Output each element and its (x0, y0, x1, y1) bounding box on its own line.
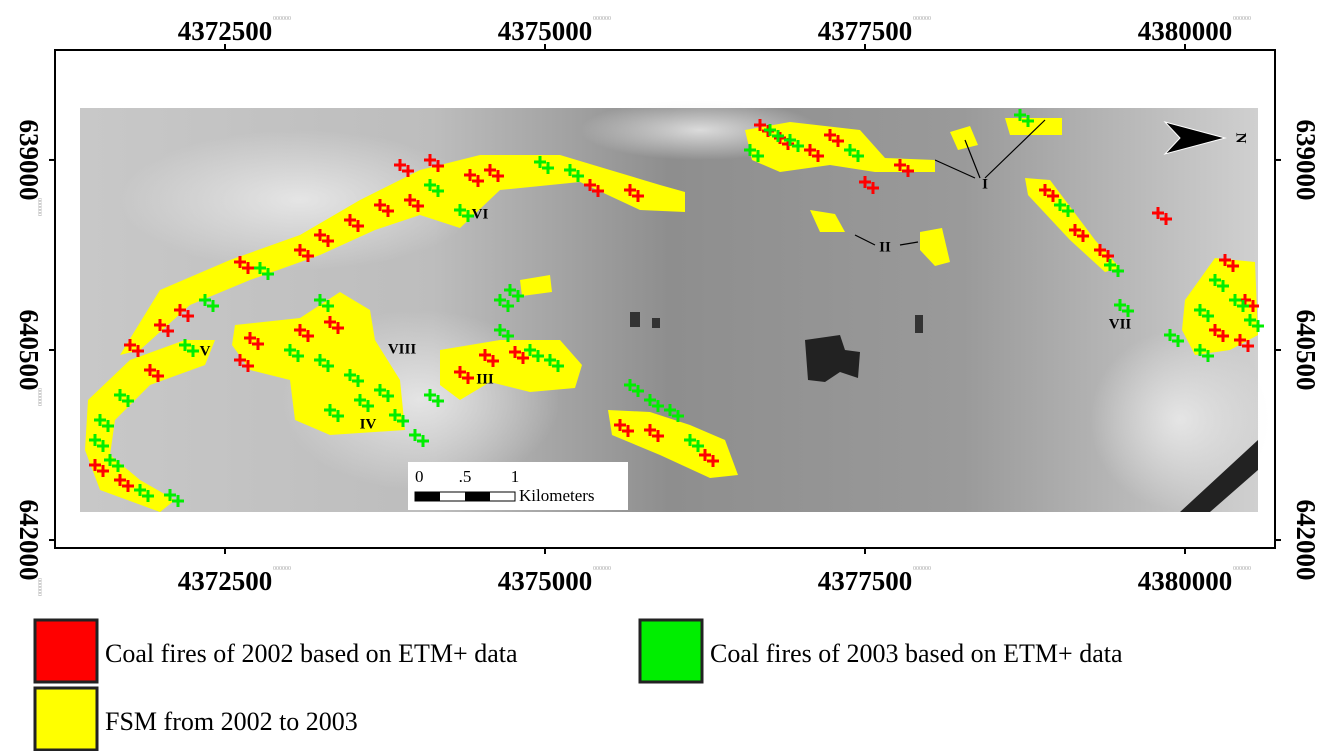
tick-suffix: 000000 (36, 198, 42, 216)
tick-suffix: 000000 (1233, 16, 1251, 22)
y-tick-label: 640500 (14, 309, 44, 390)
y-tick-label: 639000 (1291, 119, 1317, 200)
tick-suffix: 000000 (36, 388, 42, 406)
scale-label: .5 (459, 467, 472, 486)
x-tick-label: 4377500 (818, 16, 913, 46)
scale-label: 0 (415, 467, 424, 486)
x-tick-label: 4372500 (178, 16, 273, 46)
x-tick-label: 4372500 (178, 566, 273, 596)
legend-label: Coal fires of 2002 based on ETM+ data (105, 639, 518, 668)
y-tick-label: 639000 (14, 119, 44, 200)
y-tick-label: 642000 (14, 500, 44, 581)
region-label: VIII (388, 341, 417, 357)
tick-suffix: 000000 (593, 16, 611, 22)
x-tick-label: 4380000 (1138, 566, 1233, 596)
tick-suffix: 000000 (1233, 566, 1251, 572)
y-tick-label: 642000 (1291, 500, 1317, 581)
region-label: IV (360, 416, 377, 432)
x-tick-label: 4377500 (818, 566, 913, 596)
region-label: III (476, 371, 494, 387)
tick-suffix: 000000 (273, 566, 291, 572)
region-label: VII (1109, 316, 1132, 332)
legend-swatch (35, 688, 97, 750)
region-label: II (879, 239, 891, 255)
map-figure: N 43725004372500000000000000437500043750… (0, 0, 1317, 751)
tick-suffix: 000000 (913, 566, 931, 572)
x-tick-label: 4375000 (498, 566, 593, 596)
region-label: VI (472, 206, 489, 222)
tick-suffix: 000000 (913, 16, 931, 22)
legend-swatch (35, 620, 97, 682)
tick-suffix: 000000 (36, 578, 42, 596)
region-label: V (200, 343, 211, 359)
legend-label: FSM from 2002 to 2003 (105, 707, 358, 736)
y-tick-label: 640500 (1291, 309, 1317, 390)
north-label: N (1233, 133, 1249, 144)
tick-suffix: 000000 (593, 566, 611, 572)
legend-label: Coal fires of 2003 based on ETM+ data (710, 639, 1123, 668)
scale-unit: Kilometers (519, 486, 595, 505)
x-tick-label: 4375000 (498, 16, 593, 46)
region-label: I (982, 176, 988, 192)
x-tick-label: 4380000 (1138, 16, 1233, 46)
tick-suffix: 000000 (273, 16, 291, 22)
scale-label: 1 (511, 467, 520, 486)
legend-swatch (640, 620, 702, 682)
